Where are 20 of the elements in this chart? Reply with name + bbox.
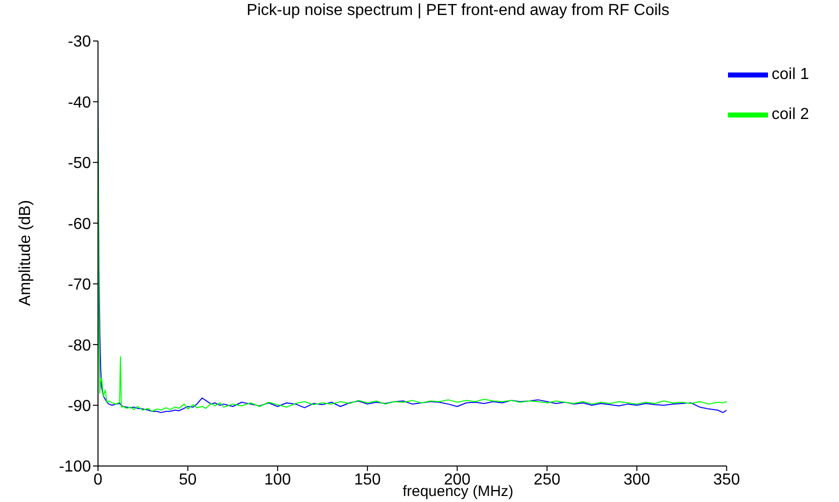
y-tick-label: -30 [68,34,92,51]
legend-label: coil 2 [772,106,809,124]
y-tick-label: -40 [68,94,92,112]
y-tick-label: -80 [68,337,92,354]
legend-label: coil 1 [772,66,809,84]
x-tick-label: 250 [534,471,560,488]
chart-title: Pick-up noise spectrum | PET front-end away from RF Coils [246,2,670,20]
x-tick-label: 300 [623,471,650,488]
y-axis-title: Amplitude (dB) [17,200,35,306]
x-tick-label: 0 [94,471,103,488]
x-tick-label: 50 [178,471,197,488]
y-tick-label: -50 [68,155,92,172]
x-tick-label: 150 [354,471,381,488]
x-tick-label: 100 [264,471,292,488]
y-tick-label: -60 [68,216,92,233]
x-tick-label: 350 [713,471,740,488]
x-tick-label: 200 [444,471,471,488]
y-tick-label: -70 [68,276,92,294]
y-tick-label: -100 [58,458,92,476]
y-tick-label: -90 [68,398,92,415]
